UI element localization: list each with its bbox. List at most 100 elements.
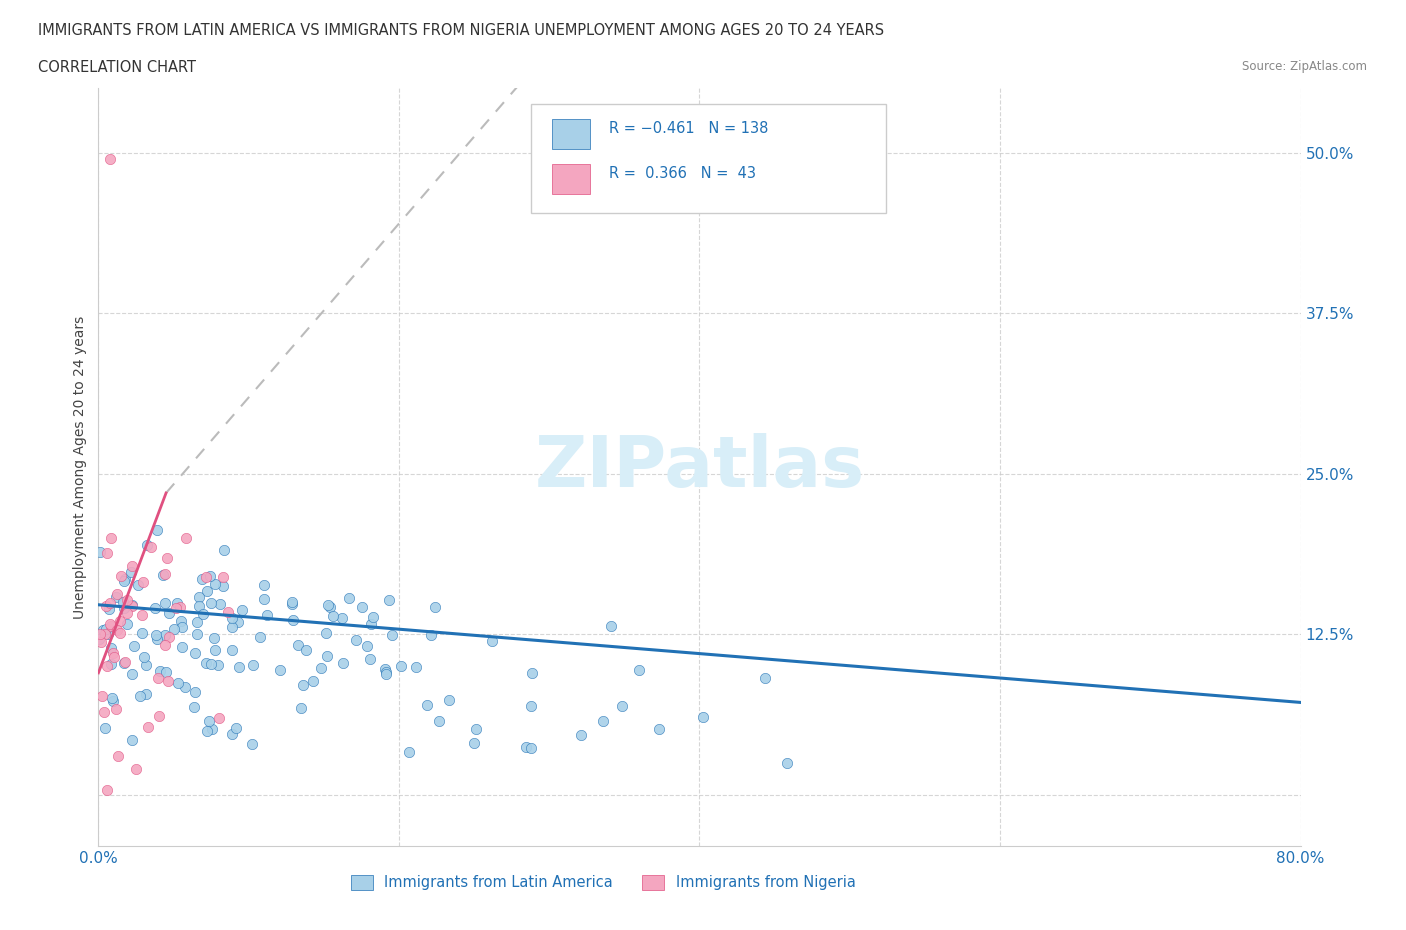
Point	[398, 745, 420, 760]
Point	[187, 590, 209, 604]
Point	[157, 606, 180, 621]
Point	[292, 678, 315, 693]
Point	[195, 724, 218, 738]
Point	[145, 523, 167, 538]
Point	[134, 650, 156, 665]
Point	[322, 608, 344, 623]
Point	[754, 671, 776, 685]
Point	[463, 736, 485, 751]
Point	[145, 628, 167, 643]
Point	[464, 722, 486, 737]
Point	[110, 569, 132, 584]
Point	[108, 614, 131, 629]
Point	[120, 565, 142, 579]
Point	[332, 656, 354, 671]
Point	[389, 658, 412, 673]
Point	[136, 720, 159, 735]
Point	[153, 627, 176, 642]
Point	[112, 656, 135, 671]
Text: ZIPatlas: ZIPatlas	[534, 432, 865, 502]
Point	[374, 661, 396, 676]
Point	[110, 626, 132, 641]
FancyBboxPatch shape	[531, 103, 886, 213]
Point	[207, 658, 229, 672]
Point	[221, 726, 243, 741]
Point	[146, 631, 169, 646]
Point	[112, 574, 135, 589]
Point	[290, 701, 312, 716]
Point	[381, 628, 404, 643]
Point	[600, 618, 623, 633]
Point	[319, 600, 342, 615]
Point	[287, 637, 309, 652]
Point	[374, 666, 396, 681]
Point	[352, 599, 374, 614]
Point	[193, 606, 215, 621]
Point	[121, 597, 143, 612]
Point	[186, 615, 208, 630]
Point	[242, 658, 264, 672]
Point	[93, 704, 115, 719]
Point	[165, 601, 187, 616]
Point	[96, 783, 118, 798]
Point	[89, 627, 111, 642]
Point	[337, 591, 360, 605]
Point	[87, 631, 110, 646]
Point	[198, 713, 221, 728]
Point	[209, 597, 232, 612]
Point	[520, 666, 543, 681]
Point	[184, 646, 207, 661]
Point	[226, 615, 249, 630]
Point	[131, 626, 153, 641]
Point	[121, 559, 143, 574]
Point	[252, 578, 274, 592]
Point	[184, 684, 207, 699]
Point	[100, 640, 122, 655]
Point	[200, 596, 222, 611]
Point	[155, 566, 177, 581]
Point	[169, 614, 191, 629]
Point	[515, 740, 537, 755]
Point	[135, 658, 157, 672]
Point	[378, 592, 401, 607]
Point	[204, 577, 226, 591]
Point	[121, 599, 143, 614]
Point	[135, 687, 157, 702]
Point	[211, 570, 233, 585]
Point	[96, 545, 118, 560]
Point	[93, 720, 115, 735]
Point	[153, 596, 176, 611]
Point	[228, 659, 250, 674]
Point	[90, 634, 112, 649]
Point	[405, 660, 427, 675]
Point	[98, 595, 121, 610]
Point	[166, 595, 188, 610]
Point	[170, 620, 193, 635]
Point	[225, 721, 247, 736]
Point	[155, 664, 177, 679]
Point	[221, 643, 243, 658]
Point	[330, 611, 353, 626]
Point	[188, 599, 211, 614]
Point	[172, 640, 194, 655]
Point	[198, 569, 221, 584]
Point	[156, 673, 179, 688]
Point	[174, 530, 197, 545]
Text: CORRELATION CHART: CORRELATION CHART	[38, 60, 195, 75]
Point	[100, 152, 122, 166]
Point	[115, 605, 138, 620]
Text: R = −0.461   N = 138: R = −0.461 N = 138	[609, 121, 769, 136]
Point	[103, 650, 125, 665]
Point	[200, 657, 222, 671]
Point	[344, 632, 367, 647]
Point	[253, 591, 276, 606]
Point	[100, 618, 122, 633]
Point	[359, 652, 381, 667]
Point	[195, 584, 218, 599]
Point	[316, 648, 339, 663]
Point	[316, 598, 339, 613]
Point	[121, 667, 143, 682]
Point	[302, 673, 325, 688]
Y-axis label: Unemployment Among Ages 20 to 24 years: Unemployment Among Ages 20 to 24 years	[73, 315, 87, 619]
Point	[221, 619, 243, 634]
